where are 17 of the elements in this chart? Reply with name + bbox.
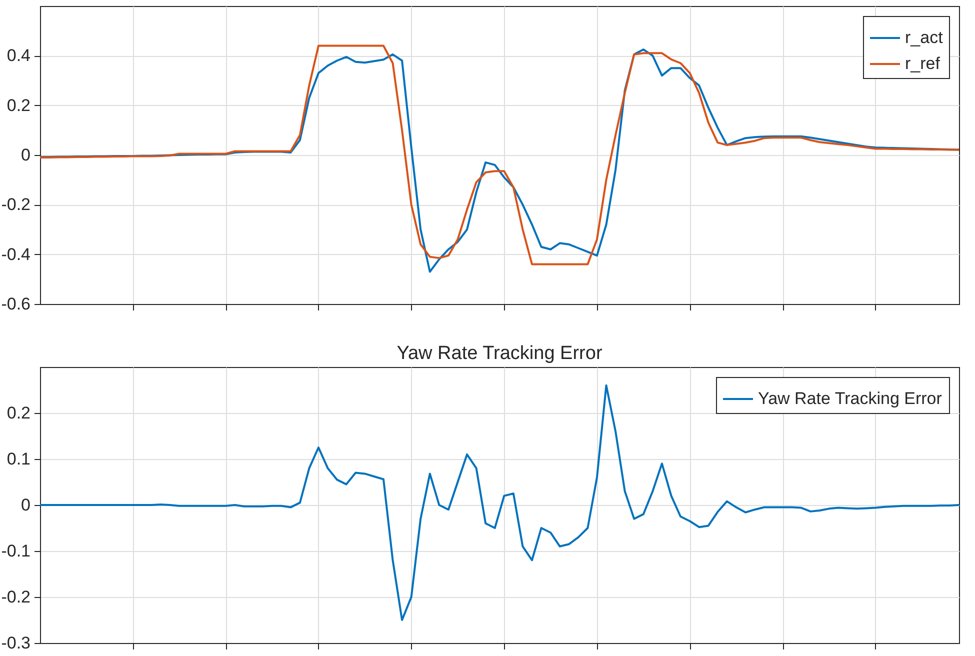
y-tick-label: -0.1 (1, 542, 30, 560)
y-tick-label: 0 (21, 496, 30, 514)
y-tick-label: 0 (21, 146, 30, 164)
legend-label: r_ref (905, 54, 940, 73)
y-tick-label: -0.4 (1, 244, 30, 264)
y-tick-label: 0.1 (6, 450, 30, 468)
y-tick-label: -0.2 (1, 195, 30, 214)
legend-label: Yaw Rate Tracking Error (758, 389, 942, 408)
y-tick-label: 0.2 (6, 96, 30, 115)
chart-title: Yaw Rate Tracking Error (396, 343, 603, 364)
y-tick-label: -0.6 (1, 294, 30, 314)
y-tick-label: -0.2 (1, 588, 30, 606)
y-tick-label: 0.2 (6, 404, 30, 422)
line-series (39, 384, 960, 621)
y-tick-label: 0.4 (6, 46, 30, 66)
legend-label: r_act (905, 28, 944, 47)
y-tick-label: -0.3 (1, 634, 30, 652)
